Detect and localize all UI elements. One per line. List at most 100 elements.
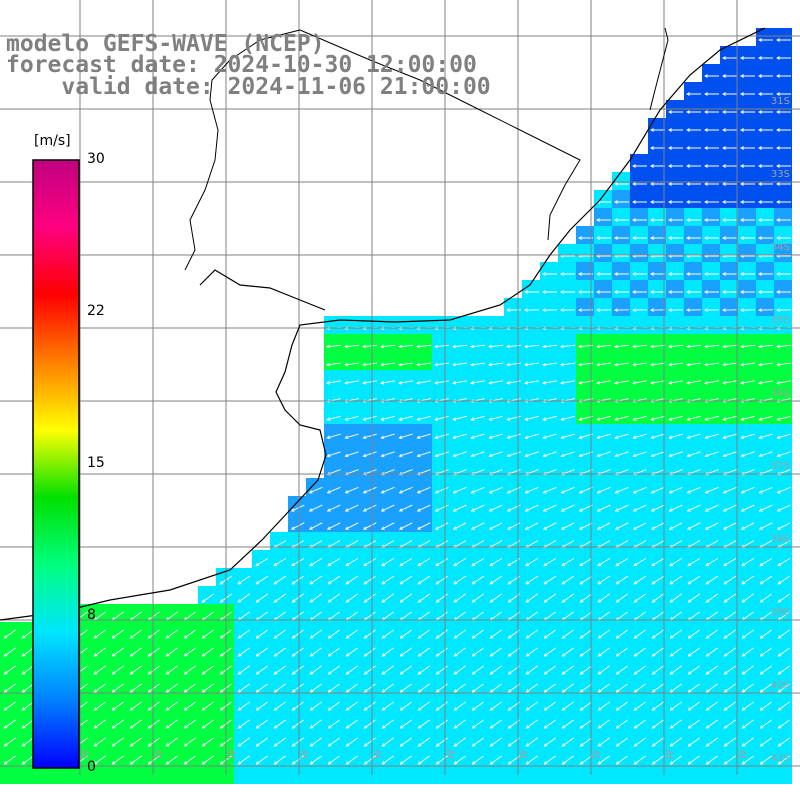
wind-cell bbox=[18, 694, 36, 712]
colorbar-tick-0: 0 bbox=[87, 759, 96, 775]
wind-arrow bbox=[201, 647, 214, 657]
wind-cell bbox=[18, 640, 36, 658]
wind-arrow bbox=[668, 200, 683, 204]
wind-cell bbox=[504, 478, 522, 496]
wind-arrow bbox=[362, 433, 377, 440]
wind-arrow bbox=[237, 665, 250, 675]
wind-arrow bbox=[578, 504, 593, 512]
wind-arrow bbox=[723, 575, 737, 585]
wind-cell bbox=[522, 604, 540, 622]
wind-cell bbox=[540, 766, 558, 784]
wind-arrow bbox=[723, 629, 736, 639]
wind-arrow bbox=[525, 683, 538, 693]
wind-arrow bbox=[381, 557, 395, 567]
wind-cell bbox=[648, 748, 666, 766]
wind-arrow bbox=[543, 737, 556, 747]
wind-cell bbox=[522, 496, 540, 514]
wind-cell bbox=[702, 352, 720, 370]
wind-cell bbox=[198, 586, 216, 604]
wind-arrow bbox=[705, 719, 718, 729]
wind-cell bbox=[468, 730, 486, 748]
wind-cell bbox=[630, 640, 648, 658]
wind-cell bbox=[594, 316, 612, 334]
wind-cell bbox=[468, 496, 486, 514]
wind-arrow bbox=[362, 415, 377, 421]
wind-cell bbox=[486, 604, 504, 622]
wind-cell bbox=[162, 748, 180, 766]
wind-cell bbox=[630, 352, 648, 370]
wind-arrow bbox=[3, 701, 16, 711]
lon-label: W bbox=[518, 749, 531, 761]
wind-arrow bbox=[434, 362, 449, 367]
wind-cell bbox=[648, 280, 666, 298]
wind-arrow bbox=[309, 683, 322, 693]
wind-arrow bbox=[777, 683, 790, 693]
wind-arrow bbox=[741, 557, 755, 567]
wind-arrow bbox=[633, 719, 646, 729]
wind-cell bbox=[90, 730, 108, 748]
wind-cell bbox=[90, 694, 108, 712]
wind-cell bbox=[738, 622, 756, 640]
wind-arrow bbox=[668, 380, 683, 385]
wind-arrow bbox=[651, 737, 664, 747]
wind-arrow bbox=[129, 629, 142, 639]
wind-arrow bbox=[399, 629, 412, 639]
wind-arrow bbox=[633, 575, 647, 585]
wind-cell bbox=[0, 658, 18, 676]
wind-arrow bbox=[579, 737, 592, 747]
wind-cell bbox=[684, 262, 702, 280]
wind-cell bbox=[432, 316, 450, 334]
wind-arrow bbox=[327, 701, 340, 711]
wind-cell bbox=[234, 712, 252, 730]
wind-cell bbox=[450, 568, 468, 586]
wind-cell bbox=[648, 172, 666, 190]
wind-cell bbox=[738, 442, 756, 460]
wind-arrow bbox=[704, 92, 719, 96]
estuary-shore bbox=[199, 269, 326, 311]
wind-arrow bbox=[452, 362, 467, 367]
wind-cell bbox=[486, 496, 504, 514]
wind-cell bbox=[774, 370, 792, 388]
wind-cell bbox=[288, 550, 306, 568]
wind-cell bbox=[450, 640, 468, 658]
wind-arrow bbox=[758, 110, 773, 114]
wind-arrow bbox=[327, 719, 340, 729]
wind-arrow bbox=[777, 737, 790, 747]
wind-arrow bbox=[380, 380, 395, 385]
wind-cell bbox=[468, 550, 486, 568]
wind-arrow bbox=[489, 665, 502, 675]
wind-cell bbox=[378, 730, 396, 748]
wind-arrow bbox=[309, 719, 322, 729]
wind-arrow bbox=[309, 647, 322, 657]
wind-arrow bbox=[93, 719, 106, 729]
wind-arrow bbox=[651, 755, 664, 765]
wind-cell bbox=[504, 676, 522, 694]
wind-cell bbox=[702, 568, 720, 586]
wind-cell bbox=[378, 748, 396, 766]
wind-arrow bbox=[687, 719, 700, 729]
wind-arrow bbox=[362, 380, 377, 385]
wind-arrow bbox=[758, 182, 773, 186]
wind-cell bbox=[720, 46, 738, 64]
wind-arrow bbox=[237, 575, 251, 585]
wind-arrow bbox=[740, 415, 755, 421]
wind-cell bbox=[432, 496, 450, 514]
wind-arrow bbox=[722, 362, 737, 367]
wind-arrow bbox=[722, 486, 737, 494]
wind-cell bbox=[666, 532, 684, 550]
wind-cell bbox=[522, 550, 540, 568]
wind-cell bbox=[324, 568, 342, 586]
wind-cell bbox=[684, 640, 702, 658]
wind-cell bbox=[630, 262, 648, 280]
wind-cell bbox=[774, 118, 792, 136]
wind-arrow bbox=[614, 218, 629, 222]
wind-cell bbox=[738, 172, 756, 190]
wind-arrow bbox=[686, 344, 702, 349]
colorbar-tick-15: 15 bbox=[87, 455, 105, 471]
wind-arrow bbox=[489, 755, 502, 765]
wind-cell bbox=[252, 766, 270, 784]
wind-cell bbox=[234, 748, 252, 766]
wind-arrow bbox=[506, 344, 522, 349]
wind-cell bbox=[540, 280, 558, 298]
